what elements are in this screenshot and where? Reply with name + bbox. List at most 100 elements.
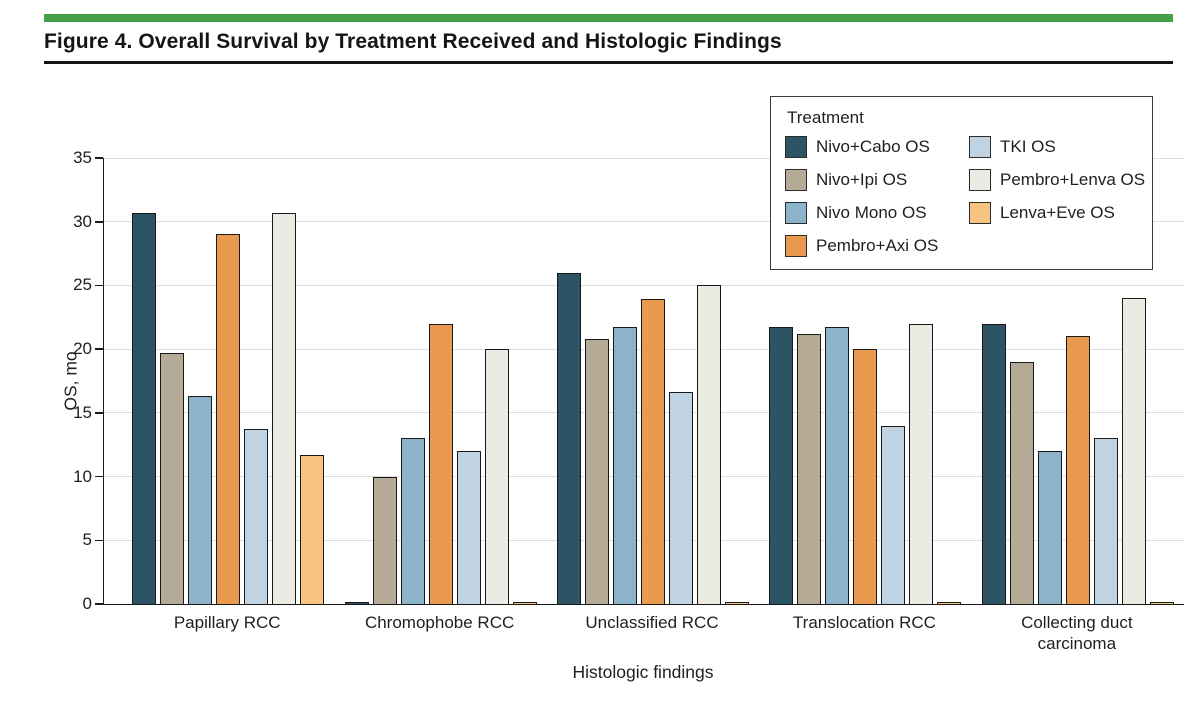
bar-nivo-cabo-os-collecting-duct-carcinoma xyxy=(981,323,1006,604)
y-tick-35 xyxy=(95,157,103,159)
legend-label: Nivo+Ipi OS xyxy=(816,170,908,189)
group-collecting-duct-carcinoma xyxy=(972,158,1184,604)
legend-swatch-nivo-mono-os xyxy=(785,202,807,224)
legend-entry-pembro-lenva-os: Pembro+Lenva OS xyxy=(969,169,1145,191)
bar-lenva-eve-os-collecting-duct-carcinoma xyxy=(1149,602,1174,604)
legend-label: Lenva+Eve OS xyxy=(1000,203,1115,222)
legend-entry-nivo-mono-os: Nivo Mono OS xyxy=(785,202,969,224)
x-label-translocation-rcc: Translocation RCC xyxy=(758,612,970,654)
bar-pembro-lenva-os-unclassified-rcc xyxy=(697,285,722,604)
legend-swatch-pembro-axi-os xyxy=(785,235,807,257)
x-label-text: Translocation RCC xyxy=(792,613,936,632)
bar-nivo-cabo-os-papillary-rcc xyxy=(132,212,157,604)
group-papillary-rcc xyxy=(122,158,334,604)
bar-nivo-ipi-os-collecting-duct-carcinoma xyxy=(1009,361,1034,604)
x-label-collecting-duct-carcinoma: Collecting duct carcinoma xyxy=(971,612,1183,654)
bar-tki-os-chromophobe-rcc xyxy=(456,451,481,604)
gridline-30 xyxy=(104,221,1184,223)
legend-title: Treatment xyxy=(787,108,864,127)
bar-nivo-cabo-os-unclassified-rcc xyxy=(557,272,582,604)
x-label-papillary-rcc: Papillary RCC xyxy=(121,612,333,654)
bar-pembro-lenva-os-papillary-rcc xyxy=(272,212,297,604)
legend-swatch-pembro-lenva-os xyxy=(969,169,991,191)
header-rule xyxy=(44,61,1173,64)
bar-nivo-ipi-os-papillary-rcc xyxy=(160,352,185,604)
bar-lenva-eve-os-unclassified-rcc xyxy=(725,602,750,604)
x-label-text: Unclassified RCC xyxy=(585,613,719,632)
y-tick-label-25: 25 xyxy=(73,275,92,295)
legend-swatch-nivo-cabo-os xyxy=(785,136,807,158)
x-category-labels: Papillary RCC Chromophobe RCC Unclassified… xyxy=(103,612,1183,654)
bar-nivo-ipi-os-unclassified-rcc xyxy=(585,338,610,604)
legend-label: TKI OS xyxy=(1000,137,1056,156)
y-tick-5 xyxy=(95,539,103,542)
y-tick-15 xyxy=(95,412,103,414)
legend-entry-nivo-ipi-os: Nivo+Ipi OS xyxy=(785,169,969,191)
bar-lenva-eve-os-papillary-rcc xyxy=(300,454,325,604)
bar-nivo-mono-os-chromophobe-rcc xyxy=(400,438,425,604)
bar-nivo-cabo-os-chromophobe-rcc xyxy=(344,602,369,604)
y-tick-30 xyxy=(95,220,103,223)
bar-pembro-axi-os-chromophobe-rcc xyxy=(428,323,453,604)
group-chromophobe-rcc xyxy=(334,158,546,604)
legend-swatch-nivo-ipi-os xyxy=(785,169,807,191)
x-label-unclassified-rcc: Unclassified RCC xyxy=(546,612,758,654)
bar-nivo-mono-os-collecting-duct-carcinoma xyxy=(1037,451,1062,604)
bar-nivo-cabo-os-translocation-rcc xyxy=(769,327,794,604)
legend-swatch-tki-os xyxy=(969,136,991,158)
y-tick-25 xyxy=(95,284,103,287)
bar-pembro-lenva-os-chromophobe-rcc xyxy=(484,349,509,604)
bar-nivo-ipi-os-translocation-rcc xyxy=(797,333,822,604)
legend-entry-tki-os: TKI OS xyxy=(969,136,1145,158)
bar-lenva-eve-os-chromophobe-rcc xyxy=(512,602,537,604)
figure-title: Figure 4. Overall Survival by Treatment … xyxy=(44,30,782,53)
y-tick-0 xyxy=(95,603,103,605)
legend-label: Nivo Mono OS xyxy=(816,203,927,222)
y-axis-title: OS, mo xyxy=(60,351,81,411)
bar-lenva-eve-os-translocation-rcc xyxy=(937,602,962,604)
bar-nivo-mono-os-unclassified-rcc xyxy=(613,327,638,604)
bar-pembro-axi-os-unclassified-rcc xyxy=(641,299,666,604)
legend-box: Treatment Nivo+Cabo OS Nivo+Ipi OS Nivo Mo… xyxy=(770,96,1153,270)
plot-area: 0 5 10 15 20 25 30 35 xyxy=(73,149,1184,613)
legend-entry-pembro-axi-os: Pembro+Axi OS xyxy=(785,235,969,257)
legend-entries: Nivo+Cabo OS Nivo+Ipi OS Nivo Mono OS Pembr… xyxy=(785,136,1145,257)
bar-pembro-lenva-os-collecting-duct-carcinoma xyxy=(1121,298,1146,604)
bar-tki-os-translocation-rcc xyxy=(881,425,906,604)
bar-nivo-mono-os-papillary-rcc xyxy=(188,396,213,604)
bar-pembro-axi-os-collecting-duct-carcinoma xyxy=(1065,336,1090,604)
bar-nivo-mono-os-translocation-rcc xyxy=(825,327,850,604)
bar-tki-os-collecting-duct-carcinoma xyxy=(1093,438,1118,604)
bar-pembro-axi-os-translocation-rcc xyxy=(853,349,878,604)
gridline-35 xyxy=(104,157,1184,159)
legend-label: Pembro+Axi OS xyxy=(816,236,939,255)
legend-label: Nivo+Cabo OS xyxy=(816,137,930,156)
figure-accent-bar xyxy=(44,14,1173,22)
y-tick-10 xyxy=(95,475,103,478)
y-tick-label-30: 30 xyxy=(73,211,92,231)
bar-tki-os-unclassified-rcc xyxy=(669,392,694,604)
group-unclassified-rcc xyxy=(547,158,759,604)
bar-nivo-ipi-os-chromophobe-rcc xyxy=(372,476,397,604)
y-tick-label-10: 10 xyxy=(73,466,92,486)
y-tick-label-15: 15 xyxy=(73,402,92,422)
bar-tki-os-papillary-rcc xyxy=(244,429,269,604)
y-tick-label-5: 5 xyxy=(82,530,92,550)
bar-groups xyxy=(104,158,1184,604)
y-tick-20 xyxy=(95,348,103,350)
group-translocation-rcc xyxy=(759,158,971,604)
x-axis-title: Histologic findings xyxy=(572,662,714,682)
x-label-text: Chromophobe RCC xyxy=(364,613,515,632)
legend-label: Pembro+Lenva OS xyxy=(1000,170,1146,189)
bar-pembro-axi-os-papillary-rcc xyxy=(216,234,241,604)
x-label-text: Papillary RCC xyxy=(173,613,281,632)
legend-entry-lenva-eve-os: Lenva+Eve OS xyxy=(969,202,1145,224)
bar-pembro-lenva-os-translocation-rcc xyxy=(909,323,934,604)
x-label-text: Collecting duct carcinoma xyxy=(1021,613,1133,653)
x-label-chromophobe-rcc: Chromophobe RCC xyxy=(333,612,545,654)
legend-entry-nivo-cabo-os: Nivo+Cabo OS xyxy=(785,136,969,158)
legend-swatch-lenva-eve-os xyxy=(969,202,991,224)
y-tick-label-20: 20 xyxy=(73,339,92,359)
y-tick-label-35: 35 xyxy=(73,148,92,167)
